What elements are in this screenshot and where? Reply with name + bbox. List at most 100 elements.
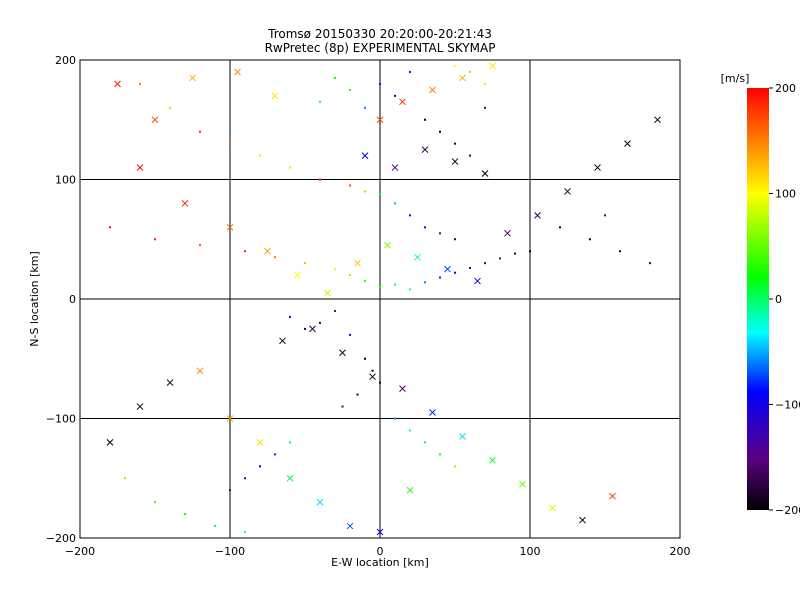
data-point-dot <box>169 106 171 109</box>
x-tick-label: 100 <box>520 545 541 558</box>
data-point-dot <box>394 94 396 97</box>
data-point-dot <box>289 315 291 318</box>
data-point-dot <box>439 232 441 235</box>
data-point-dot <box>214 525 216 528</box>
data-point-dot <box>454 271 456 274</box>
data-point-dot <box>371 369 374 372</box>
data-point-dot <box>364 357 366 360</box>
data-point-dot <box>439 453 441 456</box>
data-point-x <box>429 409 436 416</box>
data-point-dot <box>364 190 366 193</box>
data-point-x <box>481 170 489 177</box>
y-tick-label: 200 <box>55 54 76 67</box>
x-tick-label: −100 <box>215 545 245 558</box>
data-point-x <box>151 116 159 124</box>
data-point-dot <box>454 465 456 468</box>
plot-area <box>79 59 681 539</box>
data-point-dot <box>604 214 606 217</box>
data-point-dot <box>649 262 651 265</box>
data-point-x <box>256 439 264 446</box>
data-point-dot <box>469 154 471 157</box>
data-point-x <box>579 516 586 524</box>
y-tick-label: 0 <box>69 293 76 306</box>
data-point-x <box>459 433 466 440</box>
data-point-x <box>504 229 511 237</box>
data-point-x <box>564 188 571 195</box>
chart-subtitle: RwPretec (8p) EXPERIMENTAL SKYMAP <box>265 41 496 55</box>
data-point-x <box>451 158 459 165</box>
data-point-dot <box>589 238 591 241</box>
data-point-dot <box>409 214 411 217</box>
data-point-dot <box>349 88 351 91</box>
colorbar-tick-label: −200 <box>775 504 800 517</box>
data-point-dot <box>484 262 486 265</box>
data-point-dot <box>229 489 231 492</box>
data-point-dot <box>469 266 471 269</box>
data-point-dot <box>394 417 396 420</box>
data-point-dot <box>244 250 246 253</box>
data-point-x <box>399 98 406 106</box>
data-point-dot <box>484 106 486 109</box>
data-point-x <box>226 223 234 231</box>
data-point-x <box>376 116 384 124</box>
data-point-dot <box>199 244 201 247</box>
data-point-x <box>339 349 346 357</box>
data-point-dot <box>289 441 291 444</box>
data-point-dot <box>229 142 231 145</box>
data-point-x <box>474 277 481 285</box>
data-point-dot <box>124 477 126 480</box>
data-point-x <box>166 379 174 387</box>
data-point-x <box>114 80 121 88</box>
data-point-dot <box>379 82 381 85</box>
data-point-dot <box>334 76 336 79</box>
data-point-dot <box>379 192 381 195</box>
data-point-dot <box>439 276 441 279</box>
data-point-dot <box>424 118 426 121</box>
data-point-dot <box>424 226 426 229</box>
data-point-dot <box>364 280 366 283</box>
data-point-x <box>346 522 354 530</box>
data-point-x <box>399 385 406 392</box>
data-point-dot <box>139 82 141 85</box>
colorbar <box>747 88 769 510</box>
data-point-dot <box>349 184 351 187</box>
data-point-x <box>444 265 451 273</box>
data-point-dot <box>514 252 516 255</box>
data-point-x <box>196 367 204 375</box>
data-point-x <box>286 474 294 482</box>
data-point-x <box>189 74 196 82</box>
data-point-x <box>406 486 414 494</box>
data-point-x <box>369 373 376 381</box>
data-point-x <box>609 492 616 500</box>
y-tick-label: −100 <box>46 413 76 426</box>
data-point-dot <box>154 501 156 504</box>
grid-lines <box>80 60 680 538</box>
data-point-dot <box>304 262 306 265</box>
x-axis-label: E-W location [km] <box>331 556 429 569</box>
data-point-x <box>429 86 436 94</box>
x-axis-ticks: −200 −100 0 100 200 <box>65 545 691 558</box>
data-point-dot <box>409 70 411 73</box>
data-point-x <box>354 259 361 267</box>
colorbar-tick-label: 100 <box>775 188 796 201</box>
data-point-x <box>136 164 144 171</box>
data-point-dot <box>394 202 396 205</box>
data-point-x <box>234 68 241 76</box>
x-tick-label: 0 <box>377 545 384 558</box>
data-point-dot <box>154 238 156 241</box>
data-point-dot <box>349 274 351 277</box>
data-point-x <box>414 253 421 261</box>
data-point-dot <box>274 453 276 456</box>
data-point-x <box>489 456 496 464</box>
data-point-dot <box>319 100 321 103</box>
data-point-x <box>421 146 429 153</box>
data-point-dot <box>364 106 366 109</box>
data-point-x <box>624 140 631 148</box>
data-point-dot <box>454 142 456 145</box>
data-point-dot <box>341 405 344 408</box>
data-point-dot <box>394 283 396 286</box>
data-point-x <box>391 164 399 171</box>
data-point-dot <box>244 477 246 480</box>
data-point-x <box>106 439 114 446</box>
